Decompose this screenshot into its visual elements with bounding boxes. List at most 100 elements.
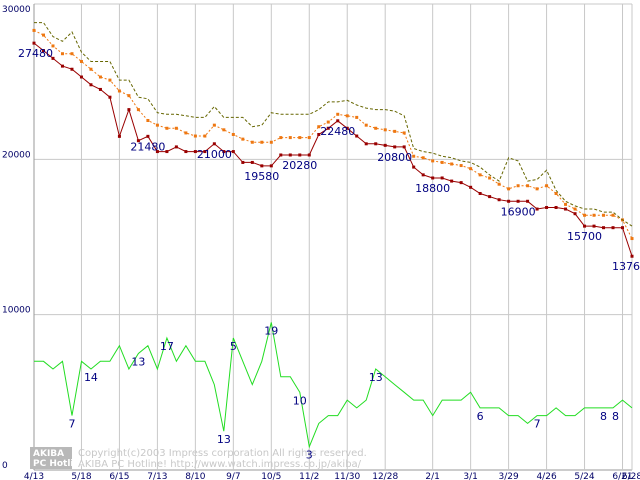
data-point-lowest-price (32, 41, 36, 45)
data-label: 3 (306, 449, 313, 462)
data-point-lowest-price (51, 56, 55, 60)
data-point-average-price (60, 52, 64, 56)
data-point-average-price (89, 67, 93, 71)
data-point-lowest-price (412, 165, 416, 169)
data-point-lowest-price (545, 205, 549, 209)
data-label: 21000 (197, 148, 232, 161)
data-point-lowest-price (364, 142, 368, 146)
x-tick-label: 6/15 (109, 472, 129, 480)
data-point-average-price (459, 164, 463, 168)
data-point-lowest-price (497, 198, 501, 202)
data-point-lowest-price (241, 160, 245, 164)
watermark-logo-box (30, 447, 72, 469)
data-point-average-price (564, 202, 568, 206)
data-point-average-price (32, 28, 36, 32)
x-tick-label: 10/5 (261, 472, 281, 480)
data-point-lowest-price (469, 185, 473, 189)
data-point-lowest-price (70, 67, 74, 71)
data-label: 10 (293, 394, 307, 407)
data-point-average-price (222, 128, 226, 132)
x-tick-label: 6/21 (612, 472, 632, 480)
data-point-lowest-price (459, 181, 463, 185)
x-tick-label: 5/24 (574, 472, 594, 480)
x-tick-label: 4/13 (24, 472, 44, 480)
series-line-lowest-price (33, 42, 633, 257)
data-point-lowest-price (279, 153, 283, 157)
data-point-lowest-price (326, 126, 330, 130)
data-point-lowest-price (450, 179, 454, 183)
data-point-lowest-price (317, 132, 321, 136)
data-point-lowest-price (602, 226, 606, 230)
data-point-lowest-price (184, 150, 188, 154)
data-point-lowest-price (516, 199, 520, 203)
data-label: 21480 (130, 140, 165, 153)
data-point-lowest-price (60, 64, 64, 68)
data-point-lowest-price (174, 145, 178, 149)
data-point-lowest-price (155, 150, 159, 154)
x-tick-label: 3/1 (463, 472, 477, 480)
data-point-average-price (355, 115, 359, 119)
data-point-average-price (364, 123, 368, 127)
data-label: 19580 (244, 170, 279, 183)
data-point-lowest-price (260, 164, 264, 168)
data-point-average-price (554, 192, 558, 196)
data-point-lowest-price (222, 150, 226, 154)
data-point-average-price (497, 182, 501, 186)
data-point-lowest-price (165, 150, 169, 154)
data-point-lowest-price (108, 95, 112, 99)
data-label: 22480 (320, 125, 355, 138)
watermark: AKIBA PC Hotline Copyright(c)2003 Impres… (30, 447, 367, 470)
data-label: 20800 (377, 151, 412, 164)
data-label: 13 (217, 433, 231, 446)
data-point-average-price (288, 136, 292, 140)
data-point-average-price (545, 184, 549, 188)
data-point-average-price (478, 173, 482, 177)
data-point-lowest-price (298, 153, 302, 157)
series-line-shop-count (34, 322, 633, 449)
data-point-lowest-price (193, 150, 197, 154)
data-point-average-price (374, 126, 378, 130)
data-label: 27480 (18, 47, 53, 60)
data-point-average-price (136, 108, 140, 112)
data-point-average-price (79, 59, 83, 63)
data-point-lowest-price (564, 207, 568, 211)
data-point-lowest-price (98, 87, 102, 91)
data-point-lowest-price (440, 176, 444, 180)
data-point-lowest-price (288, 153, 292, 157)
grid-lines (33, 3, 633, 471)
y-tick-label: 30000 (2, 5, 31, 15)
data-point-average-price (611, 213, 615, 217)
data-point-lowest-price (383, 143, 387, 147)
data-point-average-price (516, 184, 520, 188)
data-point-average-price (155, 123, 159, 127)
data-label: 13 (131, 356, 145, 369)
data-point-average-price (298, 136, 302, 140)
data-point-lowest-price (345, 126, 349, 130)
data-label: 7 (534, 418, 541, 431)
data-point-average-price (412, 154, 416, 158)
data-point-average-price (70, 52, 74, 56)
data-point-lowest-price (630, 254, 634, 258)
data-point-lowest-price (402, 145, 406, 149)
data-point-average-price (250, 140, 254, 144)
data-point-average-price (488, 176, 492, 180)
data-point-average-price (117, 89, 121, 93)
data-point-average-price (51, 44, 55, 48)
data-point-average-price (450, 162, 454, 166)
data-point-average-price (279, 136, 283, 140)
data-point-average-price (393, 129, 397, 133)
watermark-site: AKIBA PC Hotline! http://www.watch.impre… (78, 459, 362, 470)
data-point-lowest-price (583, 224, 587, 228)
data-point-average-price (421, 156, 425, 160)
x-tick-label: 9/7 (226, 472, 240, 480)
data-point-lowest-price (488, 195, 492, 199)
data-point-average-price (212, 123, 216, 127)
data-label: 20280 (282, 159, 317, 172)
data-point-lowest-price (621, 226, 625, 230)
data-label: 15700 (567, 230, 602, 243)
data-point-lowest-price (212, 142, 216, 146)
data-point-average-price (326, 120, 330, 124)
data-point-average-price (269, 140, 273, 144)
